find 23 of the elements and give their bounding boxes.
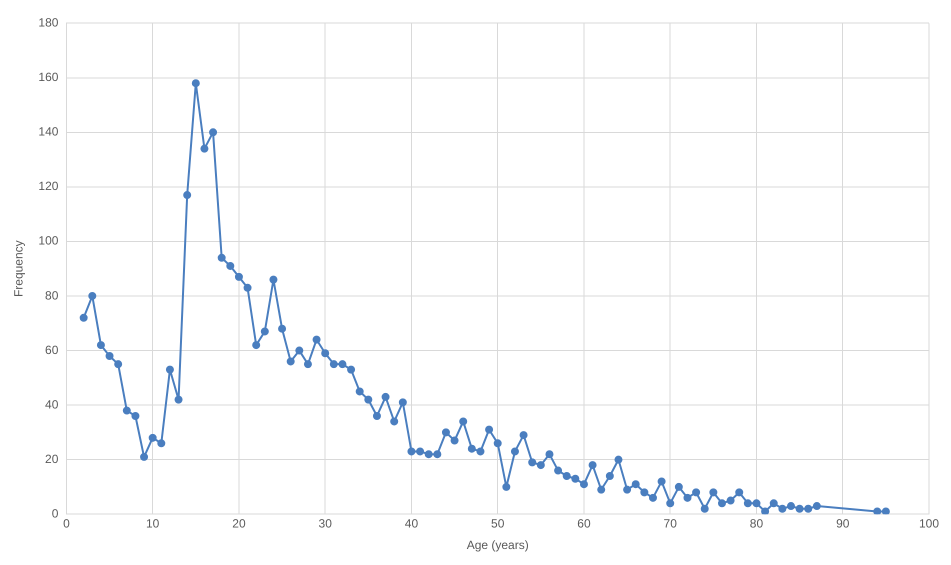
x-tick-label: 0 — [63, 516, 70, 531]
x-tick-label: 30 — [318, 516, 332, 531]
y-axis-title: Frequency — [12, 240, 26, 298]
x-tick-label: 80 — [750, 516, 764, 531]
y-tick-label: 40 — [45, 397, 59, 412]
y-tick-label: 80 — [45, 288, 59, 302]
x-tick-label: 50 — [491, 516, 505, 531]
y-tick-label: 100 — [38, 234, 59, 248]
y-tick-label: 120 — [38, 179, 59, 194]
x-axis-title: Age (years) — [466, 538, 529, 552]
y-tick-label: 140 — [38, 124, 59, 139]
y-tick-label: 180 — [38, 16, 59, 30]
y-tick-label: 0 — [52, 506, 59, 521]
x-tick-label: 20 — [232, 516, 246, 531]
x-tick-label: 70 — [664, 516, 678, 531]
x-tick-label: 90 — [836, 516, 850, 531]
x-tick-label: 10 — [146, 516, 160, 531]
y-tick-label: 160 — [38, 70, 59, 84]
y-tick-label: 20 — [45, 452, 59, 466]
x-tick-label: 100 — [918, 516, 940, 531]
y-tick-label: 60 — [45, 342, 59, 357]
x-tick-label: 40 — [404, 516, 418, 531]
x-tick-label: 60 — [577, 516, 591, 531]
